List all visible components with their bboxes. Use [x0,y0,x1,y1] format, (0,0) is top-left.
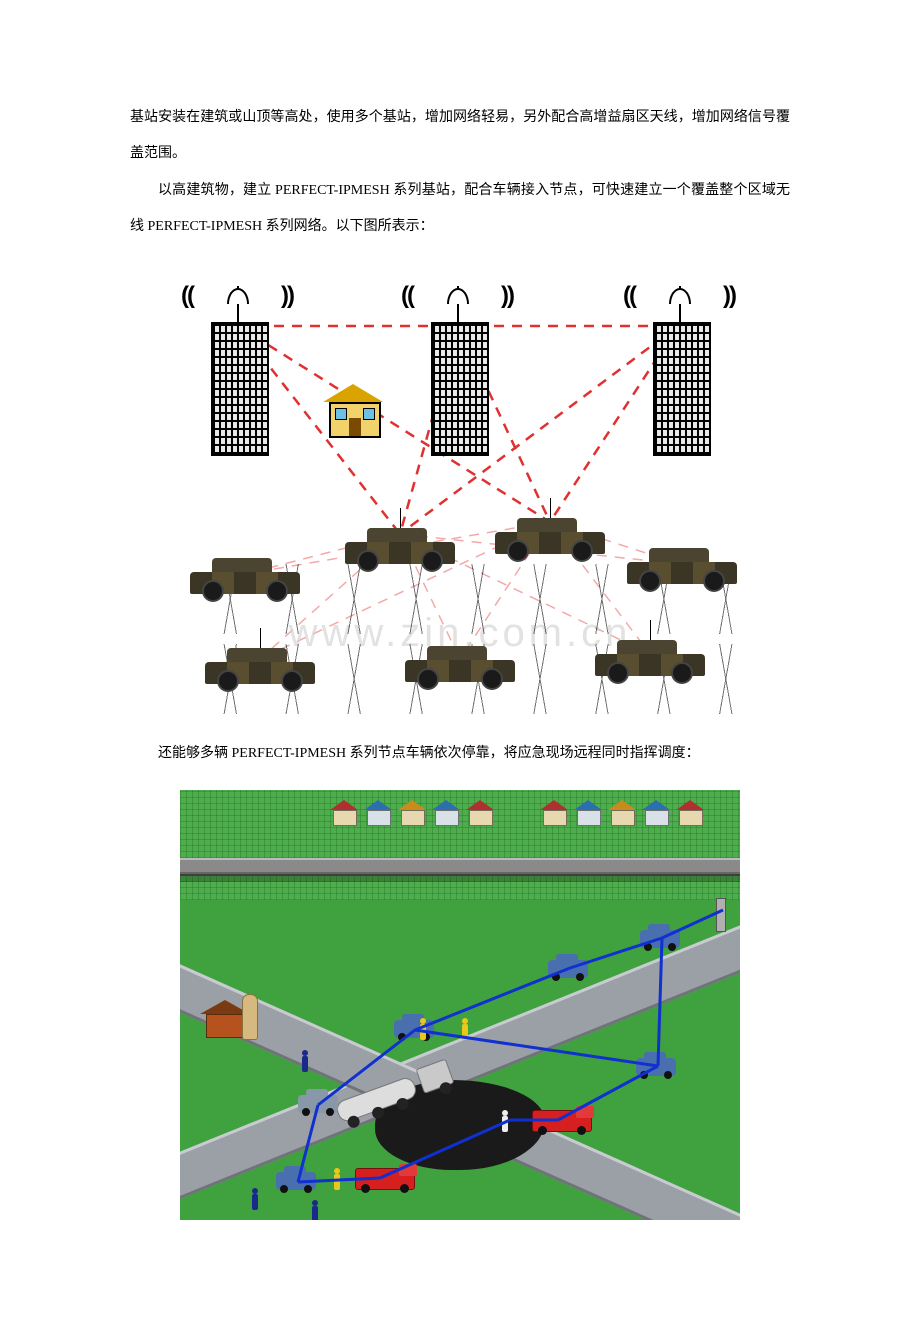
military-vehicle [595,636,705,684]
military-vehicle [495,514,605,562]
fire-truck [532,1110,592,1132]
figure-2-wrap [130,790,790,1220]
person-icon [418,1018,428,1040]
person-icon [332,1168,342,1190]
police-car [640,930,680,948]
police-car [636,1058,676,1076]
house-row [330,800,494,824]
mesh-basestation-diagram: www.zin.com.cn (())(())(()) [175,264,745,714]
small-house [323,384,383,434]
person-icon [310,1200,320,1220]
military-vehicle [190,554,300,602]
person-icon [460,1018,470,1040]
comm-tower [716,898,726,932]
building-with-antenna: (()) [203,286,273,456]
police-car [394,1020,434,1038]
military-vehicle [205,644,315,692]
police-car [276,1172,316,1190]
paragraph-3: 还能够多辆 PERFECT-IPMESH 系列节点车辆依次停靠，将应急现场远程同… [130,736,790,772]
paragraph-2: 以高建筑物，建立 PERFECT-IPMESH 系列基站，配合车辆接入节点，可快… [130,173,790,246]
military-vehicle [627,544,737,592]
building-with-antenna: (()) [645,286,715,456]
fig2-bridge-shadow [180,872,740,882]
figure-1-wrap: www.zin.com.cn (())(())(()) [130,264,790,714]
house-row [540,800,704,824]
fire-truck [355,1168,415,1190]
paragraph-1: 基站安装在建筑或山顶等高处，使用多个基站，增加网络轻易，另外配合高增益扇区天线，… [130,100,790,173]
police-car [298,1095,338,1113]
person-icon [500,1110,510,1132]
military-vehicle [405,642,515,690]
person-icon [250,1188,260,1210]
person-icon [300,1050,310,1072]
emergency-scene-diagram [180,790,740,1220]
building-with-antenna: (()) [423,286,493,456]
military-vehicle [345,524,455,572]
police-car [548,960,588,978]
document-page: 基站安装在建筑或山顶等高处，使用多个基站，增加网络轻易，另外配合高增益扇区天线，… [0,0,920,1322]
silo [242,994,258,1040]
